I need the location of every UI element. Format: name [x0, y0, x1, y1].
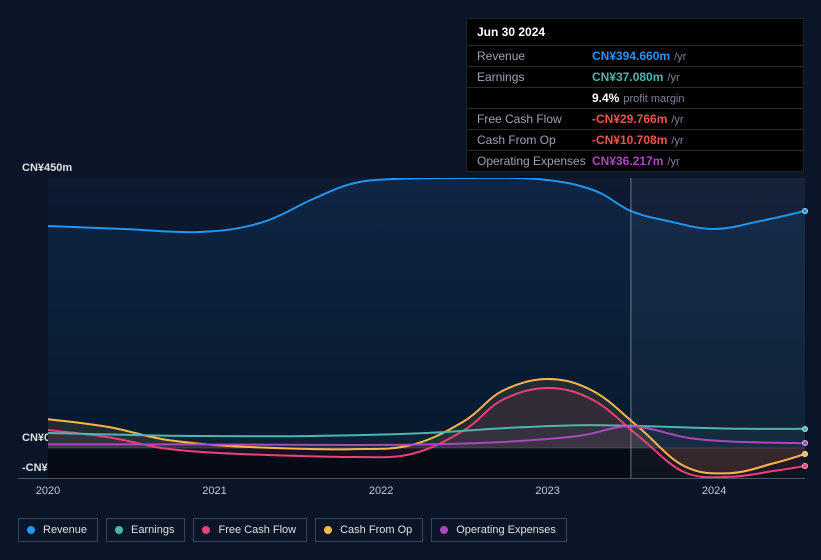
tooltip-row-value: CN¥394.660m [592, 49, 670, 63]
legend-dot-icon [324, 526, 332, 534]
chart-plot [48, 178, 805, 478]
series-end-dot [802, 440, 808, 446]
y-axis-label: CN¥0 [22, 432, 50, 444]
legend-label: Free Cash Flow [218, 524, 296, 536]
y-axis-label: CN¥450m [22, 162, 72, 174]
tooltip-row-value: CN¥36.217m [592, 154, 663, 168]
legend-dot-icon [27, 526, 35, 534]
x-axis-label: 2022 [369, 485, 393, 497]
legend-item-free-cash-flow[interactable]: Free Cash Flow [193, 518, 307, 542]
legend-item-cash-from-op[interactable]: Cash From Op [315, 518, 423, 542]
legend-dot-icon [440, 526, 448, 534]
tooltip-row: Operating ExpensesCN¥36.217m/yr [467, 150, 803, 171]
tooltip-row: EarningsCN¥37.080m/yr [467, 66, 803, 87]
tooltip-row-value: -CN¥29.766m [592, 112, 667, 126]
legend-label: Revenue [43, 524, 87, 536]
tooltip-row-value: CN¥37.080m [592, 70, 663, 84]
x-axis-label: 2021 [202, 485, 226, 497]
tooltip-row-unit: /yr [674, 51, 686, 63]
tooltip-row-unit: /yr [667, 72, 679, 84]
legend-label: Earnings [131, 524, 174, 536]
legend-dot-icon [115, 526, 123, 534]
tooltip-row-label: Free Cash Flow [477, 112, 592, 126]
x-axis-label: 2023 [535, 485, 559, 497]
tooltip-row: 9.4% profit margin [467, 87, 803, 108]
tooltip-row-unit: /yr [667, 156, 679, 168]
series-end-dot [802, 463, 808, 469]
tooltip-row-label: Operating Expenses [477, 154, 592, 168]
x-axis-label: 2020 [36, 485, 60, 497]
legend-item-revenue[interactable]: Revenue [18, 518, 98, 542]
tooltip-row-unit: /yr [671, 114, 683, 126]
legend-item-operating-expenses[interactable]: Operating Expenses [431, 518, 567, 542]
tooltip-row-label: Revenue [477, 49, 592, 63]
tooltip-row-value: 9.4% [592, 91, 619, 105]
tooltip-row-unit: profit margin [623, 93, 684, 105]
tooltip-row: Free Cash Flow-CN¥29.766m/yr [467, 108, 803, 129]
series-end-dot [802, 426, 808, 432]
tooltip-row: RevenueCN¥394.660m/yr [467, 45, 803, 66]
tooltip-row: Cash From Op-CN¥10.708m/yr [467, 129, 803, 150]
data-tooltip: Jun 30 2024 RevenueCN¥394.660m/yrEarning… [466, 18, 804, 172]
tooltip-row-unit: /yr [671, 135, 683, 147]
series-end-dot [802, 208, 808, 214]
legend-label: Cash From Op [340, 524, 412, 536]
x-axis-label: 2024 [702, 485, 726, 497]
tooltip-row-value: -CN¥10.708m [592, 133, 667, 147]
tooltip-row-label: Earnings [477, 70, 592, 84]
series-end-dot [802, 451, 808, 457]
tooltip-row-label: Cash From Op [477, 133, 592, 147]
legend-dot-icon [202, 526, 210, 534]
x-axis-line [18, 478, 805, 479]
tooltip-date: Jun 30 2024 [467, 19, 803, 45]
legend: Revenue Earnings Free Cash Flow Cash From O… [18, 518, 567, 542]
legend-item-earnings[interactable]: Earnings [106, 518, 185, 542]
legend-label: Operating Expenses [456, 524, 556, 536]
